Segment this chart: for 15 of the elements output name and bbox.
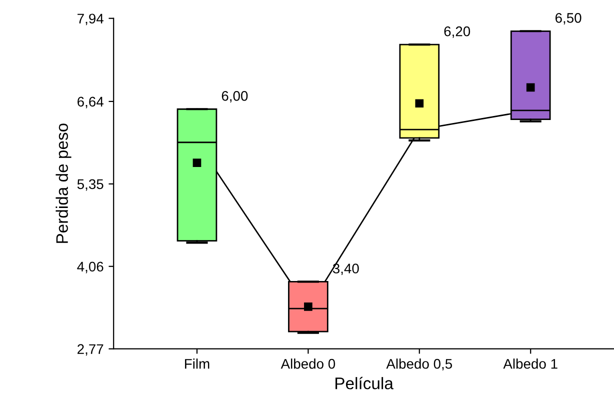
x-tick-label: Albedo 0 (280, 358, 336, 369)
y-tick-label: 5,35 (77, 179, 104, 191)
x-tick-label: Film (185, 358, 210, 369)
y-tick-label: 7,94 (78, 14, 104, 26)
text: 3,40 (332, 264, 359, 276)
text: 6,00 (222, 90, 248, 102)
y-axis-title: Perdida de peso (56, 124, 72, 243)
y-tick-label: 4,06 (77, 262, 104, 274)
text: 6,20 (444, 26, 470, 38)
x-tick-label: Albedo 1 (503, 358, 558, 369)
text: 6,50 (555, 13, 582, 24)
y-tick-label: 2,77 (78, 344, 104, 356)
x-axis-title: Película (336, 376, 394, 390)
y-tick-label: 6,64 (78, 96, 104, 108)
x-tick-label: Albedo 0,5 (386, 358, 452, 370)
